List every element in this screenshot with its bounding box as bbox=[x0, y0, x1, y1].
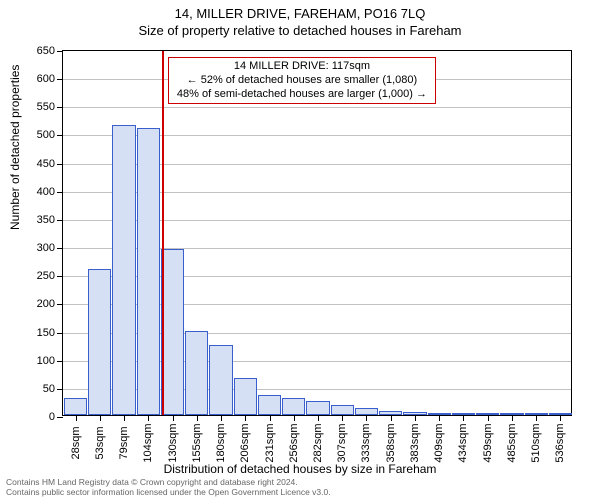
x-tick-label: 434sqm bbox=[457, 423, 469, 462]
gridline bbox=[63, 107, 571, 108]
x-tick-label: 485sqm bbox=[506, 423, 518, 462]
histogram-bar bbox=[112, 125, 135, 415]
y-tick-label: 450 bbox=[37, 158, 63, 170]
x-tick bbox=[463, 415, 464, 421]
y-tick-label: 550 bbox=[37, 101, 63, 113]
y-tick-label: 300 bbox=[37, 242, 63, 254]
y-axis-title: Number of detached properties bbox=[8, 65, 22, 230]
x-tick bbox=[270, 415, 271, 421]
x-tick-label: 358sqm bbox=[385, 423, 397, 462]
y-tick-label: 200 bbox=[37, 298, 63, 310]
histogram-plot-area: 0501001502002503003504004505005506006502… bbox=[62, 50, 572, 416]
histogram-bar bbox=[137, 128, 160, 415]
y-tick-label: 100 bbox=[37, 355, 63, 367]
annotation-line-3: 48% of semi-detached houses are larger (… bbox=[177, 88, 427, 102]
x-tick bbox=[536, 415, 537, 421]
x-tick-label: 53sqm bbox=[94, 426, 106, 459]
x-tick bbox=[342, 415, 343, 421]
x-tick bbox=[221, 415, 222, 421]
x-tick-label: 28sqm bbox=[70, 426, 82, 459]
histogram-bar bbox=[258, 395, 281, 415]
histogram-bar bbox=[185, 331, 208, 415]
x-tick-label: 282sqm bbox=[312, 423, 324, 462]
y-tick-label: 500 bbox=[37, 129, 63, 141]
y-tick-label: 400 bbox=[37, 186, 63, 198]
x-tick-label: 130sqm bbox=[167, 423, 179, 462]
x-tick bbox=[197, 415, 198, 421]
y-tick-label: 250 bbox=[37, 270, 63, 282]
y-tick-label: 650 bbox=[37, 45, 63, 57]
x-tick-label: 79sqm bbox=[118, 426, 130, 459]
x-tick bbox=[124, 415, 125, 421]
x-tick-label: 307sqm bbox=[336, 423, 348, 462]
x-axis-title: Distribution of detached houses by size … bbox=[0, 462, 600, 476]
histogram-bar bbox=[234, 378, 257, 415]
x-tick bbox=[512, 415, 513, 421]
annotation-box: 14 MILLER DRIVE: 117sqm← 52% of detached… bbox=[168, 57, 436, 104]
y-tick-label: 150 bbox=[37, 327, 63, 339]
histogram-bar bbox=[209, 345, 232, 415]
x-tick-label: 180sqm bbox=[215, 423, 227, 462]
histogram-bar bbox=[88, 269, 111, 415]
x-tick-label: 536sqm bbox=[554, 423, 566, 462]
x-tick bbox=[173, 415, 174, 421]
annotation-line-2: ← 52% of detached houses are smaller (1,… bbox=[177, 74, 427, 88]
y-tick-label: 0 bbox=[49, 411, 63, 423]
x-tick-label: 409sqm bbox=[433, 423, 445, 462]
x-tick bbox=[294, 415, 295, 421]
chart-title-sub: Size of property relative to detached ho… bbox=[0, 23, 600, 38]
x-tick-label: 383sqm bbox=[409, 423, 421, 462]
x-tick bbox=[439, 415, 440, 421]
histogram-bar bbox=[161, 249, 184, 415]
x-tick bbox=[100, 415, 101, 421]
histogram-bar bbox=[331, 405, 354, 415]
x-tick bbox=[560, 415, 561, 421]
x-tick-label: 231sqm bbox=[264, 423, 276, 462]
x-tick bbox=[488, 415, 489, 421]
x-tick-label: 104sqm bbox=[142, 423, 154, 462]
histogram-bar bbox=[282, 398, 305, 415]
x-tick-label: 510sqm bbox=[530, 423, 542, 462]
x-tick bbox=[318, 415, 319, 421]
x-tick bbox=[76, 415, 77, 421]
annotation-line-1: 14 MILLER DRIVE: 117sqm bbox=[177, 60, 427, 74]
chart-title-block: 14, MILLER DRIVE, FAREHAM, PO16 7LQ Size… bbox=[0, 0, 600, 38]
y-tick-label: 600 bbox=[37, 73, 63, 85]
x-tick-label: 206sqm bbox=[239, 423, 251, 462]
x-tick bbox=[391, 415, 392, 421]
histogram-bar bbox=[306, 401, 329, 415]
x-tick bbox=[148, 415, 149, 421]
x-tick-label: 256sqm bbox=[288, 423, 300, 462]
histogram-bar bbox=[355, 408, 378, 415]
x-tick-label: 459sqm bbox=[482, 423, 494, 462]
y-tick-label: 50 bbox=[43, 383, 63, 395]
x-tick bbox=[366, 415, 367, 421]
y-tick-label: 350 bbox=[37, 214, 63, 226]
footer-line-2: Contains public sector information licen… bbox=[6, 488, 331, 498]
chart-title-main: 14, MILLER DRIVE, FAREHAM, PO16 7LQ bbox=[0, 6, 600, 21]
x-tick-label: 155sqm bbox=[191, 423, 203, 462]
x-tick-label: 333sqm bbox=[360, 423, 372, 462]
x-tick bbox=[245, 415, 246, 421]
x-tick bbox=[415, 415, 416, 421]
histogram-bar bbox=[64, 398, 87, 415]
footer-attribution: Contains HM Land Registry data © Crown c… bbox=[6, 478, 331, 498]
